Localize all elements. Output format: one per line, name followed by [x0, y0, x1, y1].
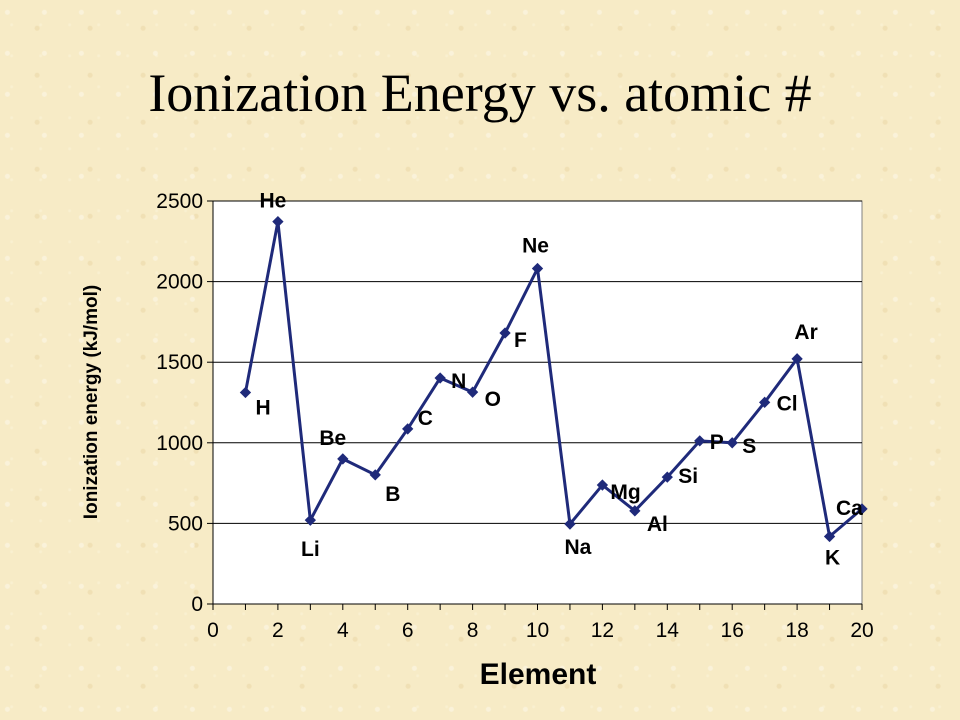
data-point: [564, 518, 576, 530]
x-tick-label: 0: [207, 619, 219, 642]
y-tick-label: 500: [168, 512, 203, 535]
point-label: Be: [319, 427, 346, 450]
point-label: P: [710, 431, 724, 454]
data-point: [239, 386, 252, 399]
y-axis-title: Ionization energy (kJ/mol): [81, 285, 102, 519]
series-line-group: [243, 221, 863, 540]
slide-title: Ionization Energy vs. atomic #: [148, 63, 812, 123]
y-tick-label: 0: [191, 593, 203, 616]
data-point: [272, 215, 284, 228]
data-point: [466, 386, 479, 398]
point-label: K: [825, 546, 840, 569]
x-tick-label: 18: [785, 619, 808, 642]
y-tick-label: 1500: [156, 351, 203, 374]
point-label: F: [514, 329, 527, 352]
data-point: [791, 353, 803, 365]
data-point: [661, 471, 673, 483]
point-label: Ar: [794, 321, 817, 344]
x-tick-label: 6: [402, 619, 414, 642]
data-point: [694, 435, 706, 447]
point-label: H: [255, 397, 270, 420]
point-label: N: [451, 370, 466, 393]
data-point: [758, 396, 771, 408]
axes: [207, 200, 863, 610]
point-label: Na: [565, 536, 592, 559]
x-tick-label: 10: [526, 619, 549, 642]
gridlines: [213, 200, 862, 524]
y-tick-label: 1000: [156, 432, 203, 455]
data-point: [531, 262, 544, 275]
data-point: [369, 469, 381, 481]
point-label: Cl: [777, 392, 798, 415]
data-point: [402, 423, 414, 435]
x-tick-labels: 0 2 4 6 8 10 12 14 16 18 20: [207, 619, 874, 642]
point-label: Ne: [522, 235, 549, 258]
data-point: [823, 530, 836, 543]
point-label: B: [385, 483, 400, 506]
x-tick-label: 20: [850, 619, 873, 642]
x-tick-label: 16: [721, 619, 744, 642]
data-point: [304, 514, 317, 526]
point-labels: H He Li Be B CNO F Ne Na Mg Al Si P S Cl Ar K Ca: [255, 190, 863, 570]
point-label: Li: [301, 538, 320, 561]
x-tick-label: 12: [591, 619, 614, 642]
data-point: [434, 372, 446, 384]
point-label: Si: [678, 465, 698, 488]
x-tick-label: 4: [337, 619, 349, 642]
data-point: [499, 327, 511, 339]
y-tick-label: 2000: [156, 271, 203, 294]
data-point: [726, 437, 738, 449]
point-label: S: [742, 435, 756, 458]
series-line: [243, 221, 863, 540]
point-label: Mg: [610, 481, 640, 504]
y-tick-label: 2500: [156, 190, 203, 213]
x-tick-label: 2: [272, 619, 284, 642]
x-tick-label: 8: [467, 619, 479, 642]
point-label: He: [259, 190, 286, 213]
point-label: Ca: [836, 497, 863, 520]
data-point: [337, 453, 349, 465]
point-label: C: [418, 407, 433, 430]
point-label: Al: [647, 513, 668, 536]
point-label: O: [485, 388, 501, 411]
x-axis-title: Element: [480, 658, 597, 691]
y-tick-labels: 0 500 1000 1500 2000 2500: [156, 190, 203, 616]
x-tick-label: 14: [656, 619, 680, 642]
data-points: [239, 215, 868, 543]
data-point: [596, 479, 609, 491]
data-point: [629, 505, 641, 517]
